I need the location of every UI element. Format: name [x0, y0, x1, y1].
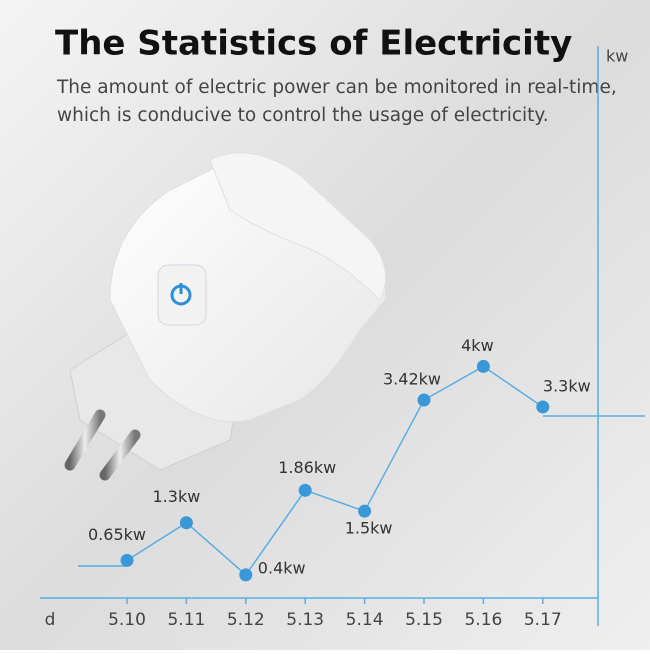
value-label: 1.3kw [153, 487, 201, 506]
value-label: 1.86kw [278, 458, 336, 477]
x-tick-label: 5.13 [286, 610, 324, 630]
title: The Statistics of Electricity [55, 24, 572, 64]
x-tick-label: 5.16 [464, 610, 502, 630]
x-tick-label: 5.14 [346, 610, 384, 630]
data-point [179, 516, 193, 530]
data-point [298, 483, 312, 497]
x-tick-label: 5.11 [167, 610, 205, 630]
x-tick-label: 5.12 [227, 610, 265, 630]
data-point [536, 400, 550, 414]
value-label: 0.65kw [88, 525, 146, 544]
value-label: 3.42kw [383, 370, 441, 389]
subtitle: which is conducive to control the usage … [57, 105, 549, 126]
x-tick-label: 5.17 [524, 610, 562, 630]
value-label: 1.5kw [345, 519, 393, 538]
value-label: 3.3kw [543, 376, 591, 395]
plug-illustration [64, 152, 387, 481]
y-axis-label: kw [606, 47, 628, 66]
x-tick-label: 5.10 [108, 610, 146, 630]
data-point [476, 359, 490, 373]
data-point [417, 393, 431, 407]
data-point [239, 568, 253, 582]
value-label: 0.4kw [258, 558, 306, 577]
x-tick-label: 5.15 [405, 610, 443, 630]
x-axis-label: d [45, 610, 56, 630]
data-point [120, 553, 134, 567]
value-label: 4kw [461, 336, 494, 355]
data-line [126, 365, 544, 576]
subtitle: The amount of electric power can be moni… [56, 77, 617, 98]
data-point [358, 504, 372, 518]
